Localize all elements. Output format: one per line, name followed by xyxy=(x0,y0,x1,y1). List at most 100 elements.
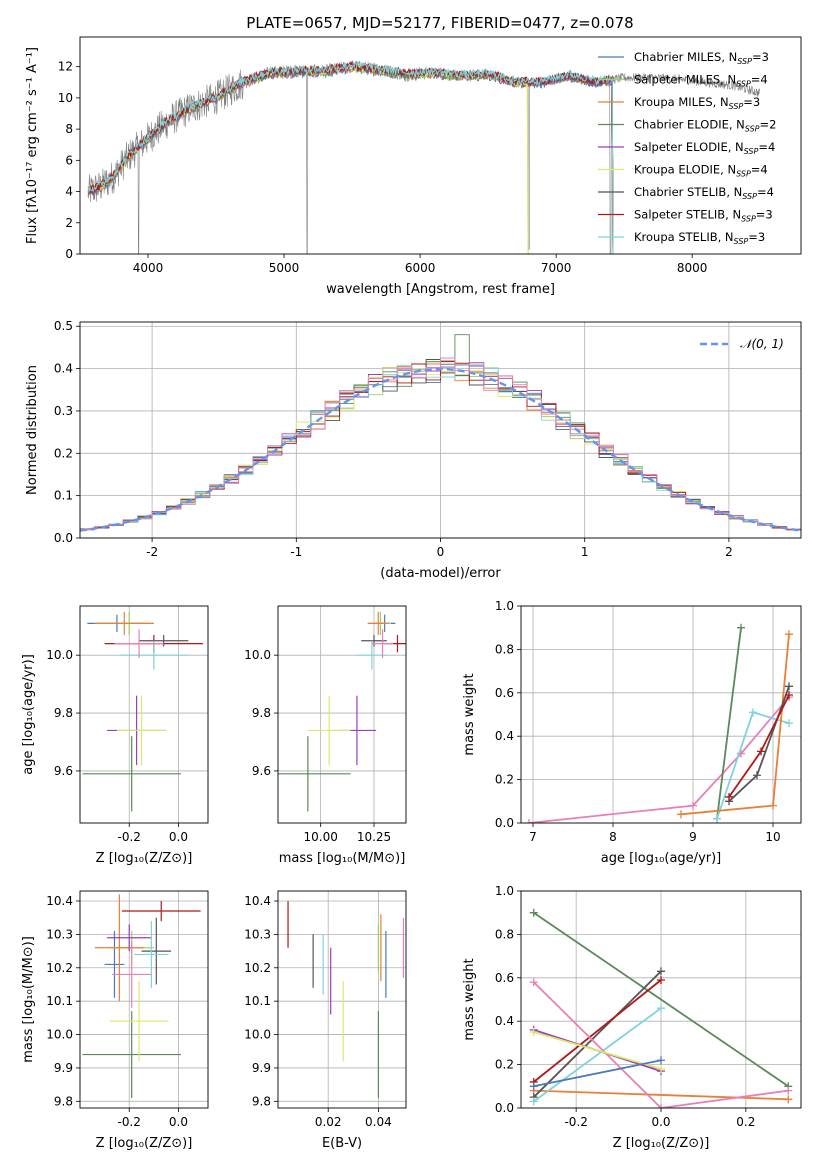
x-axis-label: wavelength [Angstrom, rest frame] xyxy=(326,282,555,297)
legend-sub: SSP xyxy=(729,102,744,111)
weight-marker xyxy=(657,1064,665,1073)
legend-sub: SSP xyxy=(736,80,751,89)
legend-eq: =3 xyxy=(752,50,769,64)
y-axis-label: age [log₁₀(age/yr)] xyxy=(21,654,36,775)
x-axis-label: age [log₁₀(age/yr)] xyxy=(601,851,722,866)
weight-marker xyxy=(529,1028,538,1037)
legend-sub: SSP xyxy=(737,57,752,66)
x-tick-label: -0.2 xyxy=(118,830,141,844)
weight-marker xyxy=(784,1095,793,1104)
y-tick-label: 0.4 xyxy=(54,362,73,376)
weight-lines xyxy=(529,908,793,1108)
model-fit-line xyxy=(87,60,614,254)
y-tick-label: 9.8 xyxy=(252,706,271,720)
x-tick-label: 9 xyxy=(689,830,697,844)
plot-frame xyxy=(79,321,802,539)
legend-label: Chabrier STELIB, NSSP=4 xyxy=(634,185,774,201)
data-point xyxy=(104,931,125,998)
weight-series xyxy=(529,1028,665,1073)
x-tick-label: 10 xyxy=(765,830,780,844)
spectrum-lines xyxy=(87,60,761,254)
weight-series xyxy=(725,690,793,801)
weight-marker xyxy=(529,1082,538,1091)
legend-label: Kroupa STELIB, NSSP=3 xyxy=(634,230,765,246)
model-fit-line xyxy=(87,63,614,254)
legend-label: Kroupa ELODIE, NSSP=4 xyxy=(634,163,768,179)
x-tick-label: 6000 xyxy=(405,261,436,275)
y-tick-label: 10.0 xyxy=(46,1028,73,1042)
x-axis-label: Z [log₁₀(Z/Z⊙)] xyxy=(613,1136,710,1151)
x-tick-label: 7 xyxy=(529,830,537,844)
x-tick-label: -2 xyxy=(146,545,158,559)
weight-marker xyxy=(737,623,745,632)
legend-eq: =2 xyxy=(760,118,777,132)
legend-label: 𝒩(0, 1) xyxy=(740,337,784,351)
x-tick-label: 0 xyxy=(437,545,445,559)
legend-eq: =4 xyxy=(751,73,768,87)
y-tick-label: 0.6 xyxy=(495,686,514,700)
weight-line xyxy=(533,970,662,1098)
legend-eq: =4 xyxy=(757,185,774,199)
y-tick-label: 9.8 xyxy=(54,706,73,720)
weight-series xyxy=(713,623,745,823)
x-tick-label: 0.0 xyxy=(169,1115,188,1129)
y-tick-label: 0.3 xyxy=(54,404,73,418)
weight-line xyxy=(533,1089,789,1101)
y-tick-label: 8 xyxy=(65,122,73,136)
weight-series xyxy=(529,1004,665,1106)
data-point xyxy=(278,736,351,812)
legend-entry: Kroupa STELIB, NSSP=3 xyxy=(598,230,765,246)
weight-line xyxy=(533,911,789,1088)
legend-entry: Salpeter ELODIE, NSSP=4 xyxy=(598,140,775,156)
y-tick-label: 10.3 xyxy=(244,927,271,941)
weight-marker xyxy=(713,814,721,823)
plot-frame xyxy=(277,890,407,1109)
y-tick-label: 10.1 xyxy=(46,994,73,1008)
x-tick-label: -0.2 xyxy=(118,1115,141,1129)
y-tick-label: 0 xyxy=(65,247,73,261)
legend-label: Chabrier MILES, NSSP=3 xyxy=(634,50,769,66)
plot-frame xyxy=(79,605,209,824)
weight-marker xyxy=(785,719,793,728)
x-tick-label: 1 xyxy=(581,545,589,559)
y-tick-label: 9.6 xyxy=(54,764,73,778)
weight-line xyxy=(533,979,662,1083)
model-fit-line xyxy=(87,62,614,254)
x-axis-label: Z [log₁₀(Z/Z⊙)] xyxy=(96,1136,193,1151)
model-fit-line xyxy=(88,63,529,254)
x-tick-label: 8 xyxy=(609,830,617,844)
model-fit-line xyxy=(87,63,614,254)
weight-marker xyxy=(657,967,665,976)
y-tick-label: 9.9 xyxy=(54,1061,73,1075)
legend-entry: Chabrier STELIB, NSSP=4 xyxy=(598,185,774,201)
y-tick-label: 10.2 xyxy=(46,961,73,975)
x-tick-label: 7000 xyxy=(541,261,572,275)
plot-frame xyxy=(79,890,209,1109)
y-tick-label: 9.9 xyxy=(252,1061,271,1075)
y-tick-label: 10 xyxy=(58,91,73,105)
x-tick-label: 5000 xyxy=(269,261,300,275)
weight-marker xyxy=(769,801,777,810)
y-tick-label: 9.8 xyxy=(54,1094,73,1108)
y-tick-label: 10.4 xyxy=(46,894,73,908)
age-vs-metallicity-panel: -0.2 0.0 9.6 9.8 10.0 Z [log₁₀(Z/Z⊙)] age [log… xyxy=(21,605,209,866)
data-point xyxy=(94,894,144,1002)
data-point xyxy=(121,901,201,922)
data-point xyxy=(112,941,152,1008)
data-point xyxy=(371,629,394,659)
mass-vs-ebv-panel: 0.02 0.04 9.8 9.9 10.0 10.1 10.2 10.3 10.4 E(B-V) xyxy=(244,890,407,1151)
data-point xyxy=(116,695,167,766)
x-tick-label: -1 xyxy=(290,545,302,559)
y-axis-label: mass weight xyxy=(462,958,477,1040)
weight-marker xyxy=(753,771,761,780)
figure-title: PLATE=0657, MJD=52177, FIBERID=0477, z=0… xyxy=(246,14,633,32)
y-tick-label: 0.0 xyxy=(495,1101,514,1115)
error-bars xyxy=(82,894,201,1098)
residuals-panel: -2 -1 0 1 2 0.0 0.1 0.2 0.3 0.4 0.5 (data-model)/er… xyxy=(25,319,802,581)
y-tick-label: 0.1 xyxy=(54,489,73,503)
legend-label: Salpeter MILES, NSSP=4 xyxy=(634,73,768,89)
y-tick-label: 0.2 xyxy=(54,446,73,460)
x-axis-label: mass [log₁₀(M/M⊙)] xyxy=(279,851,406,866)
model-fit-line xyxy=(87,62,529,254)
y-axis-label: Normed distribution xyxy=(25,365,40,495)
